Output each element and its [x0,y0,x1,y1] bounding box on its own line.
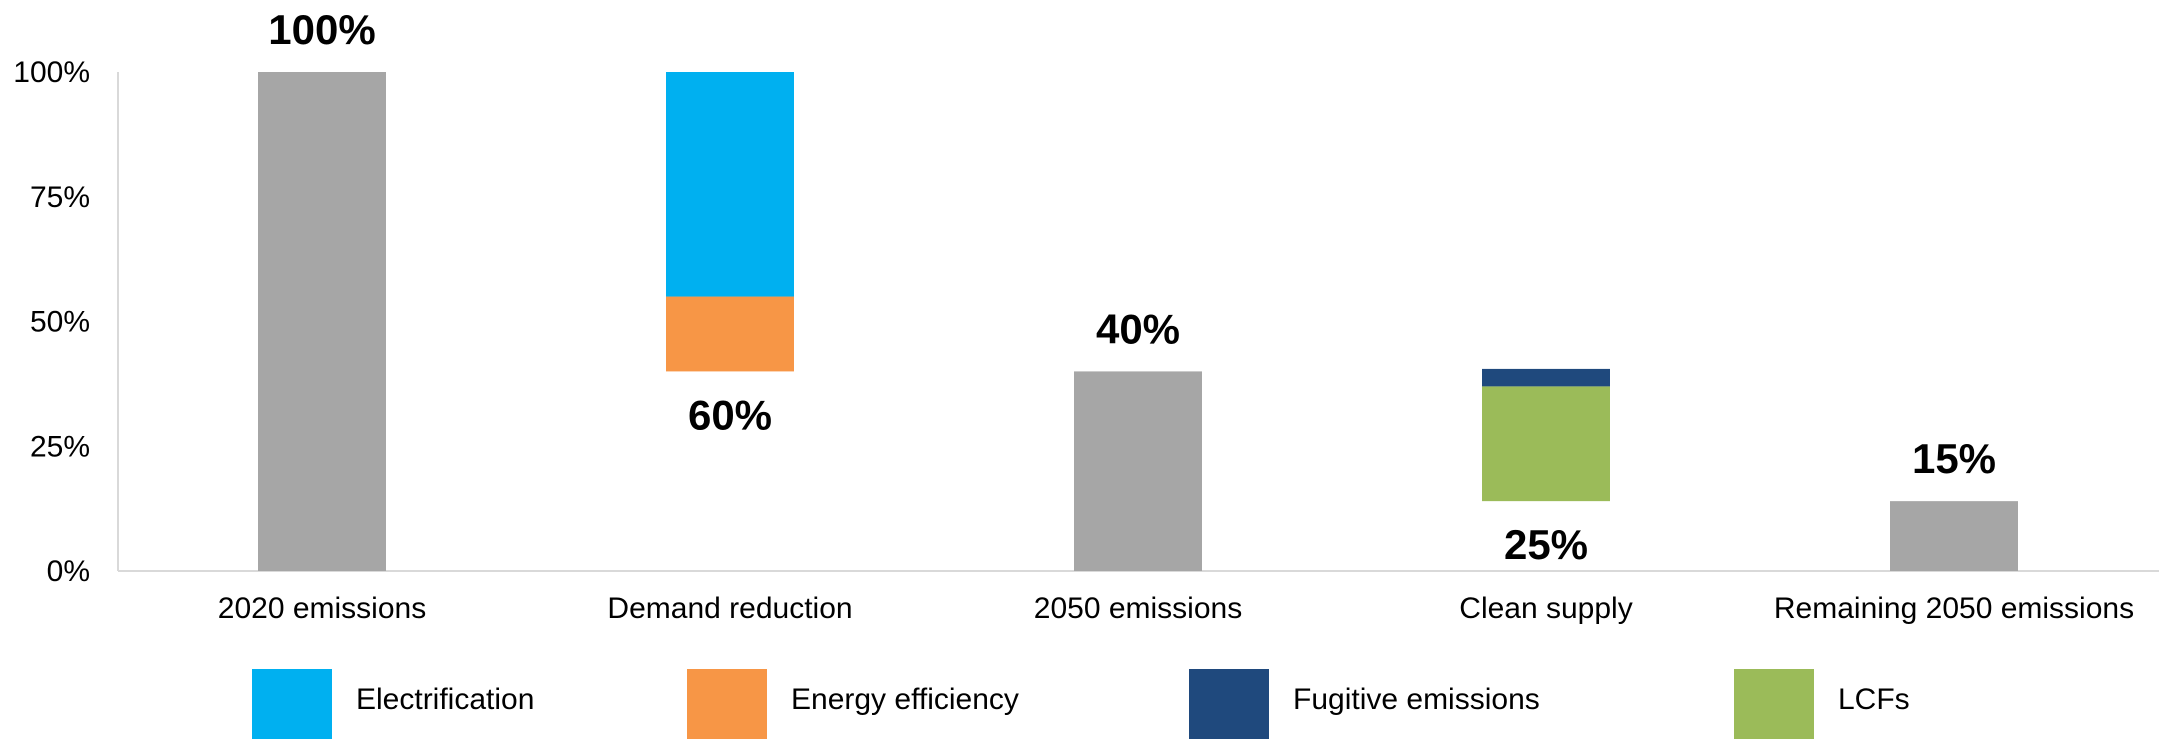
y-tick-label: 0% [47,555,90,588]
data-label: 100% [268,6,375,53]
y-tick-label: 50% [30,306,90,339]
category-labels: 2020 emissions Demand reduction 2050 emiss… [218,592,2134,625]
legend-label: Electrification [356,683,534,716]
category-label: Demand reduction [607,592,852,625]
bar-segment-fugitive-emissions [1482,368,1610,387]
category-label: Remaining 2050 emissions [1774,592,2134,625]
bar-segment-total [1890,501,2018,571]
legend-label: Energy efficiency [791,683,1019,716]
bar-segment-total [1074,371,1202,571]
data-label: 25% [1504,521,1588,568]
legend-item: Energy efficiency [687,669,1019,739]
legend-item: Electrification [252,669,534,739]
bar-segment-energy-efficiency [666,296,794,372]
category-label: Clean supply [1459,592,1632,625]
y-tick-label: 75% [30,181,90,214]
data-label: 60% [688,391,772,438]
legend-swatch [252,669,332,739]
y-tick-label: 100% [13,56,90,89]
data-labels: 100% 60% 40% 25% 15% [268,6,1996,568]
legend: Electrification Energy efficiency Fugitive… [252,669,1910,739]
category-label: 2020 emissions [218,592,426,625]
legend-swatch [1189,669,1269,739]
bar-segment-electrification [666,72,794,297]
legend-swatch [687,669,767,739]
legend-swatch [1734,669,1814,739]
y-tick-labels: 0% 25% 50% 75% 100% [13,56,90,588]
data-label: 40% [1096,305,1180,352]
category-label: 2050 emissions [1034,592,1242,625]
legend-item: Fugitive emissions [1189,669,1540,739]
bars [258,72,2018,571]
legend-label: Fugitive emissions [1293,683,1540,716]
legend-label: LCFs [1838,683,1910,716]
bar-segment-lcfs [1482,386,1610,502]
bar-segment-total [258,72,386,571]
data-label: 15% [1912,435,1996,482]
legend-item: LCFs [1734,669,1910,739]
y-tick-label: 25% [30,430,90,463]
